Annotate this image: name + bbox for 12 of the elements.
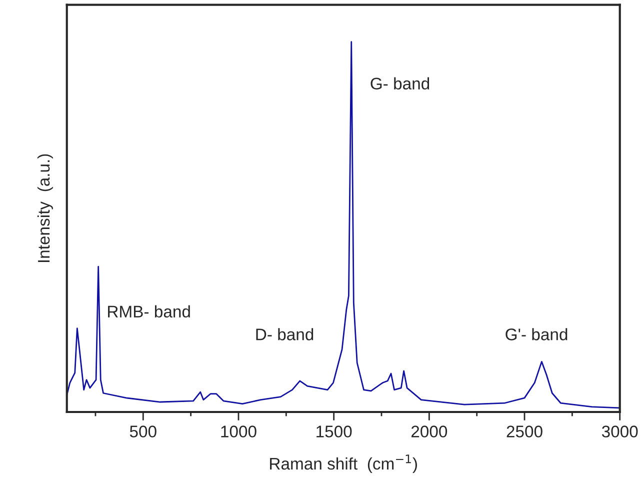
annotation: D- band [256,328,314,340]
x-tick-label: 1000 [221,426,256,438]
annotation: RMB- band [108,305,190,318]
x-tick-label: 1500 [316,426,352,438]
x-axis-title: Raman shift (cm$^{−1}$) [270,454,417,473]
x-tick-label: 3000 [602,426,638,438]
annotation: G'- band [506,328,568,340]
x-tick-label: 2500 [506,426,542,438]
x-tick-label: 2000 [411,426,448,438]
y-axis-title: Intensity (a.u.) [37,154,53,262]
x-tick-label: 500 [130,426,156,438]
annotation: G- band [370,77,430,90]
